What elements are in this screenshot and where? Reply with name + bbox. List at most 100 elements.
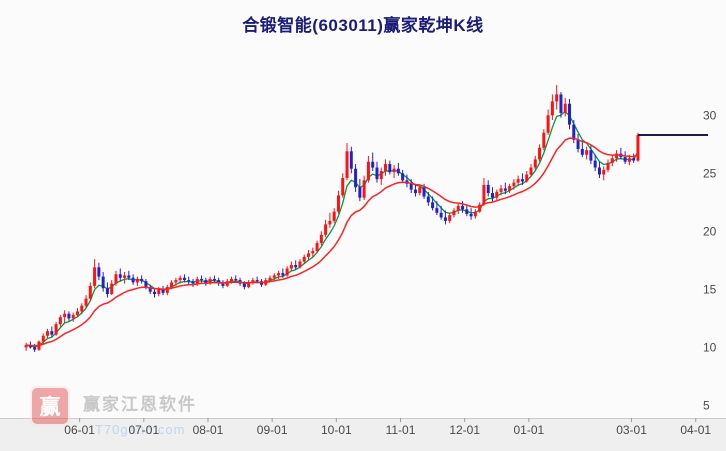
candle-body-down [431,202,435,209]
candle-body-up [225,281,229,286]
candle-body-up [392,168,396,173]
candle-body-up [88,285,92,299]
candle-body-down [67,313,71,319]
candle-body-up [311,251,315,254]
candle-body-up [482,184,486,205]
candle-body-up [251,280,255,283]
candle-body-down [204,280,208,284]
slow-ma-line [26,137,639,347]
candle-body-up [319,234,323,243]
x-tick-label: 01-01 [514,423,545,437]
candle-body-up [58,317,62,325]
candle-body-down [148,287,152,292]
candle-body-up [93,267,97,286]
time-axis-labels: 06-01 07-01 08-01 09-01 10-01 11-01 12-01 01-01… [64,418,711,437]
candle-body-down [127,275,131,278]
watermark-site: T70gann.com [95,422,186,437]
candle-body-up [195,278,199,284]
candle-body-up [46,331,50,336]
x-tick-label: 09-01 [257,423,288,437]
candle-body-down [354,168,358,188]
candle-body-up [636,135,640,161]
candle-body-down [200,278,204,281]
candle-body-up [247,282,251,288]
candle-body-up [563,103,567,114]
candle-body-up [135,278,139,283]
candle-body-up [315,242,319,252]
candle-body-up [345,151,349,178]
candle-body-up [546,115,550,133]
candle-body-down [559,94,563,114]
candle-body-down [572,124,576,140]
x-tick-label: 12-01 [449,423,480,437]
candle-body-up [542,132,546,148]
price-axis-labels: 30 25 20 15 10 5 [703,108,717,412]
candle-body-up [516,179,520,183]
candle-body-up [478,204,482,212]
candle-body-up [585,150,589,155]
candle-body-down [503,188,507,191]
candle-body-up [230,278,234,282]
candle-body-up [54,324,58,335]
x-tick-label: 11-01 [386,423,416,437]
x-tick-label: 07-01 [128,423,159,437]
candle-body-down [375,167,379,180]
y-tick-label: 5 [703,398,710,412]
candle-body-up [289,265,293,269]
candle-body-down [632,158,636,161]
candle-body-down [255,280,259,282]
candle-body-up [529,167,533,175]
candle-body-down [413,189,417,194]
candle-body-down [576,139,580,149]
candle-body-down [388,164,392,173]
chart-title: 合锻智能(603011)赢家乾坤K线 [242,16,484,35]
candle-body-down [131,277,135,283]
candle-body-up [418,187,422,194]
candle-body-down [409,183,413,190]
candle-body-down [152,291,156,295]
y-tick-label: 15 [703,282,717,296]
candle-body-up [533,159,537,168]
candle-body-up [362,180,366,198]
candle-body-up [75,311,79,315]
candle-body-up [298,261,302,268]
candle-body-down [182,277,186,281]
watermark-brand: 赢家江恩软件 [83,395,197,414]
candle-body-down [161,289,165,293]
candle-body-up [80,305,84,312]
candle-body-up [456,205,460,211]
candle-body-up [610,158,614,163]
candle-body-down [242,283,246,288]
candle-body-up [366,161,370,181]
candle-body-down [118,274,122,278]
candle-body-down [212,278,216,281]
candle-body-down [589,150,593,161]
watermark: 赢 赢家江恩软件 T70gann.com [30,386,197,437]
candle-body-down [435,208,439,213]
candle-body-up [602,169,606,175]
candle-body-down [33,347,37,350]
candle-body-down [439,212,443,218]
candle-body-up [302,256,306,262]
x-tick-label: 04-01 [680,423,711,437]
candle-body-up [84,298,88,306]
candle-body-down [443,217,447,221]
candle-body-down [422,187,426,197]
candle-body-up [307,253,311,257]
y-tick-label: 20 [703,224,717,238]
candle-body-up [499,188,503,192]
candle-body-down [568,103,572,125]
watermark-text: 赢家江恩软件 T70gann.com [83,390,197,437]
candle-body-down [105,288,109,295]
fast-ma-line [25,110,639,348]
candle-body-up [178,277,182,281]
candle-body-down [520,179,524,182]
candle-body-down [97,267,101,277]
candle-body-down [486,184,490,194]
watermark-logo-icon: 赢 [30,386,70,426]
candle-body-down [50,331,54,335]
candle-body-down [597,167,601,175]
candle-body-up [452,210,456,216]
candle-body-up [285,268,289,276]
